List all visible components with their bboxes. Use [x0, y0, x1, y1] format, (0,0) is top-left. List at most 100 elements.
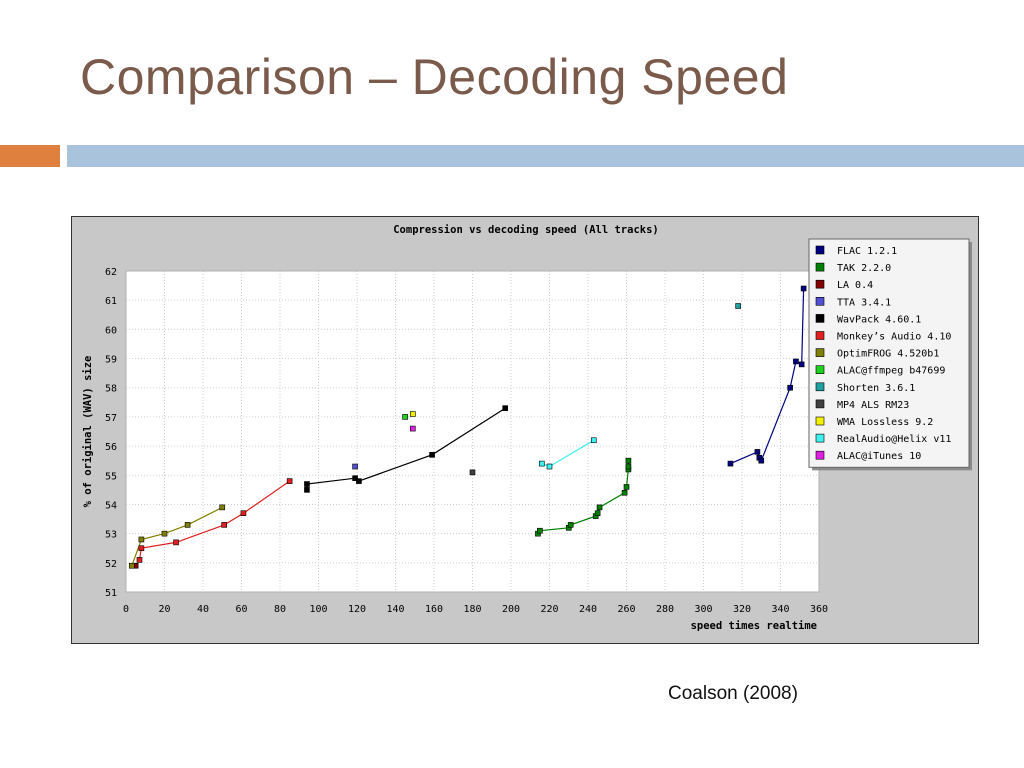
data-point — [621, 489, 628, 496]
data-point — [590, 437, 597, 444]
x-tick-label: 0 — [123, 604, 129, 615]
legend-swatch — [815, 297, 825, 306]
x-tick-label: 180 — [463, 604, 481, 615]
data-point — [402, 414, 408, 420]
legend-swatch — [815, 279, 825, 289]
legend-entry: FLAC 1.2.1 — [837, 246, 897, 257]
data-point — [469, 469, 476, 476]
legend-swatch — [815, 450, 825, 460]
accent-bar-blue — [67, 145, 1024, 167]
x-tick-label: 40 — [197, 604, 209, 615]
legend-swatch — [815, 331, 825, 340]
data-point — [240, 510, 247, 517]
legend-swatch — [815, 348, 825, 357]
y-tick-label: 53 — [105, 530, 117, 541]
y-tick-label: 56 — [105, 442, 117, 453]
y-tick-label: 55 — [105, 471, 117, 482]
y-tick-label: 62 — [105, 267, 117, 278]
data-point — [754, 449, 761, 455]
y-axis-label: % of original (WAV) size — [82, 356, 94, 508]
data-point — [625, 463, 632, 470]
accent-bar-orange — [0, 145, 60, 167]
data-point — [138, 545, 145, 552]
x-tick-label: 220 — [540, 604, 558, 615]
legend-swatch — [815, 433, 825, 443]
x-tick-label: 100 — [309, 604, 327, 615]
data-point — [184, 522, 191, 528]
x-tick-label: 240 — [579, 604, 597, 615]
data-point — [625, 457, 632, 464]
data-point — [138, 536, 145, 543]
chart-title: Compression vs decoding speed (All track… — [393, 224, 659, 236]
data-point — [502, 405, 509, 411]
data-point — [429, 452, 435, 458]
legend-swatch — [815, 416, 825, 426]
legend-entry: WMA Lossless 9.2 — [837, 417, 933, 428]
data-point — [727, 460, 734, 467]
data-point — [219, 504, 226, 511]
x-tick-label: 60 — [235, 604, 247, 615]
y-tick-label: 57 — [105, 413, 117, 424]
legend-entry: TTA 3.4.1 — [837, 297, 891, 308]
x-tick-label: 280 — [656, 604, 674, 615]
y-tick-label: 58 — [105, 384, 117, 395]
data-point — [538, 460, 545, 467]
data-point — [304, 481, 310, 487]
x-axis-label: speed times realtime — [691, 620, 817, 632]
data-point — [800, 285, 807, 292]
legend-entry: ALAC@ffmpeg b47699 — [837, 366, 945, 377]
x-tick-label: 360 — [810, 604, 828, 615]
data-point — [352, 463, 358, 470]
chart-svg: 0 20 40 60 80 100 120 140 160 180 200 220 240 260 280 3… — [82, 224, 972, 632]
data-point — [173, 539, 179, 546]
x-tick-label: 120 — [348, 604, 366, 615]
x-tick-label: 80 — [274, 604, 286, 615]
y-tick-label: 54 — [105, 500, 117, 511]
legend-entry: TAK 2.2.0 — [837, 263, 891, 274]
data-point — [410, 411, 416, 417]
legend-entry: Shorten 3.6.1 — [837, 383, 915, 394]
x-tick-label: 200 — [502, 604, 520, 615]
y-tick-label: 51 — [105, 588, 117, 599]
data-point — [128, 562, 135, 569]
data-point — [221, 522, 227, 528]
y-tick-label: 52 — [105, 559, 117, 570]
y-tick-label: 59 — [105, 355, 117, 366]
data-point — [596, 504, 603, 511]
data-point — [594, 510, 601, 517]
legend-entry: ALAC@iTunes 10 — [837, 451, 921, 462]
data-point — [735, 303, 741, 309]
data-point — [798, 361, 805, 368]
data-point — [136, 557, 143, 563]
legend-entry: OptimFROG 4.520b1 — [837, 349, 939, 360]
legend-entry: LA 0.4 — [837, 280, 873, 291]
slide-title: Comparison – Decoding Speed — [80, 49, 789, 105]
data-point — [758, 457, 765, 464]
x-tick-label: 320 — [733, 604, 751, 615]
legend-entry: WavPack 4.60.1 — [837, 314, 921, 325]
legend-swatch — [815, 314, 825, 323]
legend-swatch — [815, 262, 825, 272]
data-point — [304, 487, 310, 493]
x-tick-label: 340 — [771, 604, 789, 615]
legend — [808, 238, 970, 468]
y-tick-label: 60 — [105, 325, 117, 336]
data-point — [537, 527, 543, 534]
legend-entry: RealAudio@Helix v11 — [837, 434, 951, 445]
data-point — [352, 475, 358, 481]
data-point — [286, 478, 293, 484]
y-tick-label: 61 — [105, 296, 117, 307]
data-point — [356, 478, 362, 484]
legend-swatch — [815, 399, 825, 409]
data-point — [161, 530, 168, 537]
citation: Coalson (2008) — [668, 683, 798, 704]
data-point — [567, 522, 574, 528]
x-tick-label: 20 — [158, 604, 170, 615]
data-point — [793, 358, 799, 365]
x-tick-label: 140 — [386, 604, 404, 615]
legend-swatch — [815, 382, 825, 392]
legend-entry: MP4 ALS RM23 — [837, 400, 909, 411]
data-point — [623, 484, 630, 490]
legend-swatch — [815, 365, 825, 374]
data-point — [546, 463, 553, 470]
